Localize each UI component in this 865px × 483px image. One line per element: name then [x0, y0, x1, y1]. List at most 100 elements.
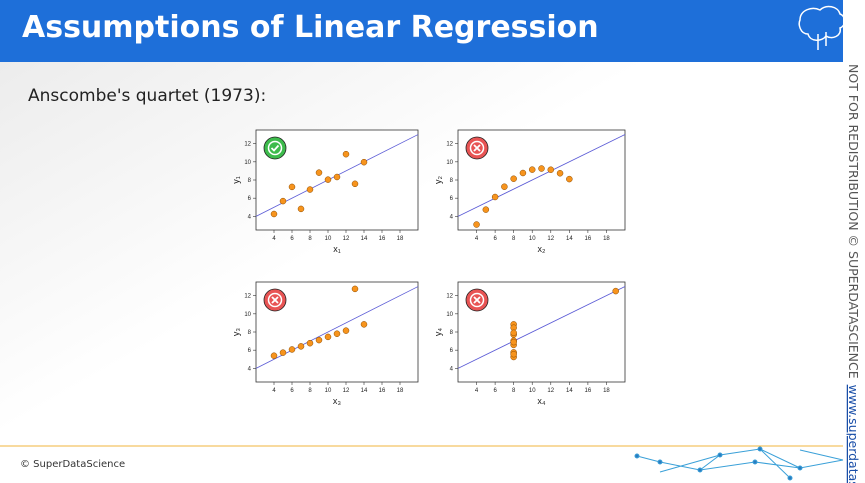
- data-point: [324, 176, 332, 183]
- network-graphic: [634, 446, 844, 481]
- x-tick-label: 12: [343, 388, 350, 394]
- trend-line: [457, 134, 626, 217]
- status-ring: [267, 140, 283, 156]
- data-point: [279, 197, 287, 205]
- x-tick-label: 6: [290, 236, 294, 242]
- y-tick-label: 4: [248, 366, 252, 372]
- x-tick-label: 10: [529, 236, 536, 242]
- x-axis-label: x₁: [333, 244, 341, 254]
- data-point: [351, 180, 359, 188]
- data-point: [528, 166, 536, 173]
- x-tick-label: 14: [361, 388, 368, 394]
- status-cross: [271, 296, 279, 304]
- x-tick-label: 4: [272, 388, 276, 394]
- x-tick-label: 8: [308, 388, 312, 394]
- y-tick-label: 4: [248, 214, 252, 220]
- x-tick-label: 16: [379, 236, 386, 242]
- data-point: [315, 336, 323, 344]
- data-point: [510, 350, 517, 358]
- data-point: [538, 165, 545, 172]
- data-point: [556, 170, 564, 177]
- x-tick-label: 16: [585, 236, 592, 242]
- y-tick-label: 10: [244, 312, 251, 318]
- header-bar: [0, 0, 843, 62]
- y-tick-label: 12: [446, 294, 453, 300]
- y-axis-label: y₃: [231, 328, 241, 337]
- brain-icon: [798, 5, 846, 50]
- y-tick-label: 6: [248, 196, 252, 202]
- status-badge: [263, 136, 287, 160]
- data-point: [473, 221, 480, 228]
- y-axis-label: y₂: [433, 176, 443, 185]
- x-tick-label: 16: [379, 388, 386, 394]
- data-point: [270, 352, 278, 359]
- status-icon: [465, 136, 489, 160]
- status-cross: [473, 296, 481, 304]
- x-tick-label: 14: [361, 236, 368, 242]
- x-axis-label: x₄: [537, 396, 546, 406]
- x-tick-label: 8: [308, 236, 312, 242]
- status-icon: [465, 288, 489, 312]
- data-point: [351, 285, 359, 293]
- data-point: [333, 173, 341, 181]
- status-cross: [473, 144, 481, 152]
- x-tick-label: 8: [512, 388, 516, 394]
- y-tick-label: 4: [450, 214, 454, 220]
- title: Assumptions of Linear Regression: [22, 10, 599, 45]
- x-tick-label: 14: [566, 236, 573, 242]
- y-tick-label: 10: [446, 160, 453, 166]
- x-tick-label: 4: [272, 236, 276, 242]
- x-tick-label: 6: [493, 236, 497, 242]
- trend-line: [457, 286, 626, 369]
- x-tick-label: 4: [475, 388, 479, 394]
- data-point: [501, 183, 508, 190]
- data-point: [510, 175, 517, 182]
- data-point: [306, 339, 314, 347]
- x-tick-label: 12: [547, 388, 554, 394]
- data-point: [315, 169, 323, 176]
- status-icon: [263, 288, 287, 312]
- x-tick-label: 4: [475, 236, 479, 242]
- y-tick-label: 10: [446, 312, 453, 318]
- data-point: [306, 186, 314, 193]
- status-check: [270, 144, 280, 152]
- subtitle: Anscombe's quartet (1973):: [28, 86, 266, 106]
- data-point: [360, 321, 368, 328]
- status-ring: [469, 292, 485, 308]
- x-tick-label: 16: [585, 388, 592, 394]
- y-tick-label: 12: [244, 294, 251, 300]
- watermark-url[interactable]: www.superdatascience.com: [846, 385, 861, 483]
- data-point: [612, 287, 619, 295]
- data-point: [288, 183, 296, 191]
- data-point: [297, 205, 305, 213]
- data-point: [491, 193, 499, 201]
- data-point: [566, 175, 573, 183]
- x-tick-label: 18: [397, 388, 404, 394]
- x-tick-label: 14: [566, 388, 573, 394]
- data-point: [519, 169, 527, 177]
- data-point: [547, 166, 555, 173]
- x-tick-label: 18: [603, 388, 610, 394]
- watermark-notice: NOT FOR REDISTRIBUTION © SUPERDATASCIENC…: [846, 64, 861, 379]
- data-point: [482, 206, 490, 213]
- y-tick-label: 8: [248, 330, 252, 336]
- y-tick-label: 6: [450, 348, 454, 354]
- data-point: [342, 150, 350, 158]
- x-tick-label: 10: [325, 388, 332, 394]
- data-point: [342, 327, 350, 334]
- y-tick-label: 8: [450, 178, 454, 184]
- y-axis-label: y₄: [433, 328, 443, 337]
- y-tick-label: 12: [244, 142, 251, 148]
- y-axis-label: y₁: [231, 176, 241, 184]
- y-tick-label: 12: [446, 142, 453, 148]
- data-point: [510, 338, 517, 346]
- status-icon: [263, 136, 287, 160]
- status-ring: [267, 292, 283, 308]
- data-point: [270, 210, 278, 218]
- data-point: [360, 158, 368, 166]
